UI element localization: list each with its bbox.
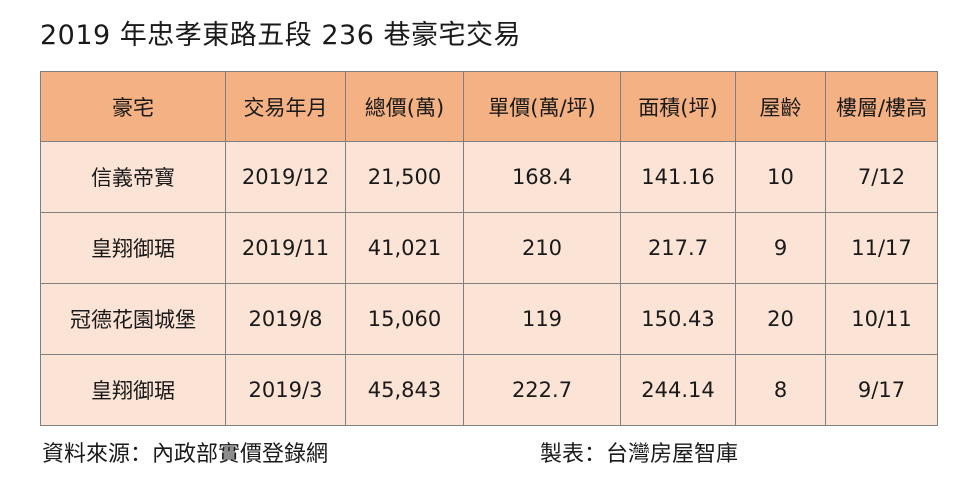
page-title: 2019 年忠孝東路五段 236 巷豪宅交易 [40, 20, 521, 51]
table-row: 信義帝寶 2019/12 21,500 168.4 141.16 10 7/12 [40, 141, 938, 213]
table-row: 皇翔御琚 2019/3 45,843 222.7 244.14 8 9/17 [40, 354, 938, 426]
cell-property: 皇翔御琚 [40, 354, 226, 426]
column-header-area: 面積(坪) [620, 71, 736, 142]
table-header-row: 豪宅 交易年月 總價(萬) 單價(萬/坪) 面積(坪) 屋齡 樓層/樓高 [40, 71, 938, 142]
cell-area: 141.16 [620, 141, 736, 213]
cell-date: 2019/3 [225, 354, 346, 426]
cell-property: 冠德花園城堡 [40, 283, 226, 355]
cell-total-price: 41,021 [345, 212, 464, 284]
cell-age: 9 [735, 212, 826, 284]
cell-area: 150.43 [620, 283, 736, 355]
cell-date: 2019/12 [225, 141, 346, 213]
column-header-unit-price: 單價(萬/坪) [463, 71, 621, 142]
transactions-table: 豪宅 交易年月 總價(萬) 單價(萬/坪) 面積(坪) 屋齡 樓層/樓高 信義帝… [40, 71, 938, 426]
column-header-floor: 樓層/樓高 [825, 71, 938, 142]
cell-area: 244.14 [620, 354, 736, 426]
cell-floor: 11/17 [825, 212, 938, 284]
column-header-age: 屋齡 [735, 71, 826, 142]
cell-date: 2019/11 [225, 212, 346, 284]
column-header-property: 豪宅 [40, 71, 226, 142]
cell-total-price: 21,500 [345, 141, 464, 213]
cell-unit-price: 168.4 [463, 141, 621, 213]
cell-unit-price: 210 [463, 212, 621, 284]
column-header-date: 交易年月 [225, 71, 346, 142]
cell-date: 2019/8 [225, 283, 346, 355]
cell-floor: 9/17 [825, 354, 938, 426]
data-source-note: 資料來源：內政部實價登錄網 [42, 442, 329, 467]
cell-age: 10 [735, 141, 826, 213]
credit-note: 製表：台灣房屋智庫 [540, 442, 739, 467]
cell-unit-price: 119 [463, 283, 621, 355]
cell-property: 皇翔御琚 [40, 212, 226, 284]
cell-age: 8 [735, 354, 826, 426]
cell-floor: 7/12 [825, 141, 938, 213]
table-row: 皇翔御琚 2019/11 41,021 210 217.7 9 11/17 [40, 212, 938, 284]
column-header-total-price: 總價(萬) [345, 71, 464, 142]
cell-floor: 10/11 [825, 283, 938, 355]
table-row: 冠德花園城堡 2019/8 15,060 119 150.43 20 10/11 [40, 283, 938, 355]
cell-age: 20 [735, 283, 826, 355]
cell-area: 217.7 [620, 212, 736, 284]
cell-total-price: 15,060 [345, 283, 464, 355]
cell-total-price: 45,843 [345, 354, 464, 426]
cell-unit-price: 222.7 [463, 354, 621, 426]
cell-property: 信義帝寶 [40, 141, 226, 213]
